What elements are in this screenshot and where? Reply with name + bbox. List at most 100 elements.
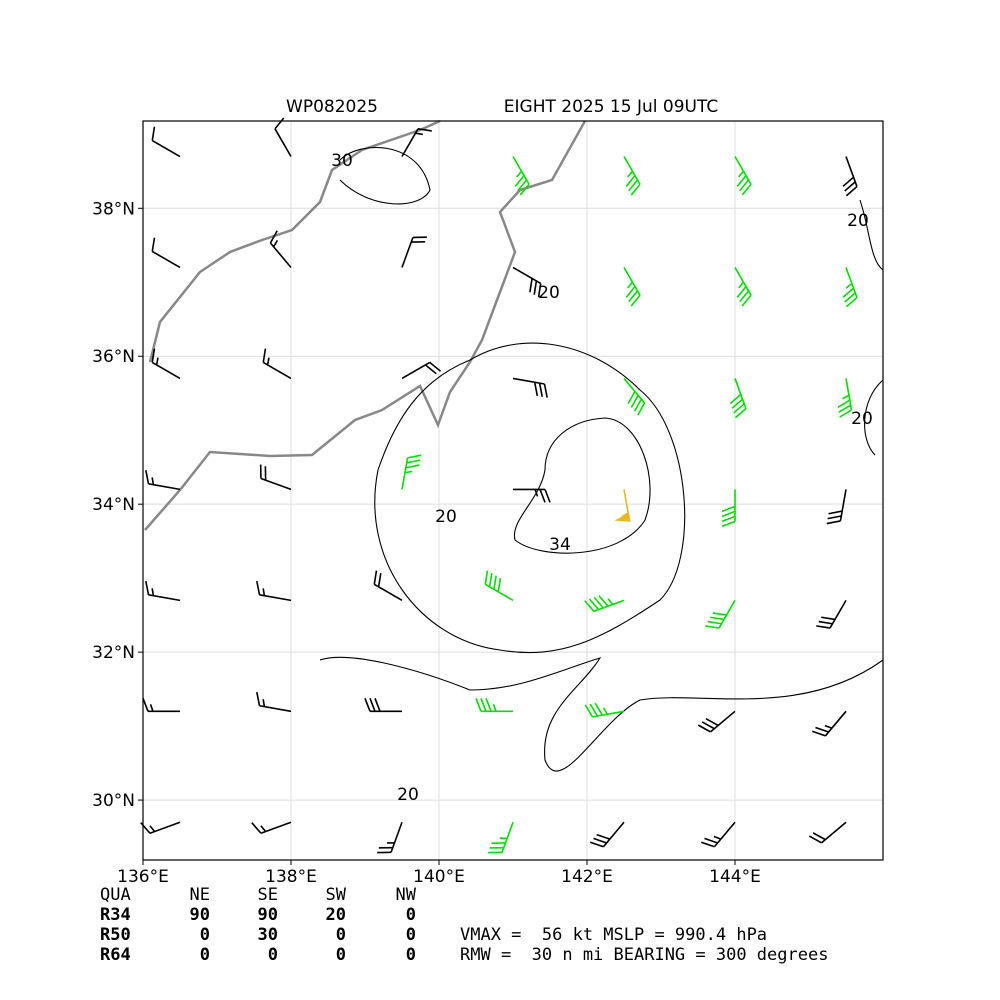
barb-full — [493, 575, 497, 590]
barb-full — [407, 454, 422, 459]
wind-barb — [614, 489, 631, 522]
contour — [374, 342, 686, 654]
barb-full — [705, 625, 720, 629]
barb-half — [155, 357, 159, 366]
coast — [144, 120, 587, 531]
barb-staff — [151, 361, 181, 380]
barb-full — [378, 846, 393, 849]
table-cell: 0 — [268, 945, 278, 965]
barb-staff — [151, 250, 181, 269]
barb-full — [842, 287, 855, 298]
table-cell: 0 — [406, 945, 416, 965]
barb-full — [721, 505, 736, 513]
barb-full — [533, 382, 539, 397]
barb-staff — [373, 583, 403, 602]
barb-full — [364, 698, 371, 712]
barb-half — [499, 837, 508, 840]
wind-barb — [256, 691, 292, 713]
barb-full — [828, 510, 843, 515]
barb-full — [519, 183, 530, 196]
barb-staff — [259, 594, 292, 602]
barb-half — [824, 724, 833, 729]
barb-staff — [820, 821, 847, 844]
contour — [864, 379, 884, 456]
barb-full — [251, 822, 262, 834]
barb-half — [602, 707, 608, 715]
table-cell: 0 — [406, 925, 416, 945]
barb-full — [429, 361, 442, 372]
table-cell: 0 — [200, 945, 210, 965]
barb-full — [729, 393, 742, 405]
barb-full — [151, 237, 156, 252]
table-header: NE — [190, 885, 210, 905]
barb-staff — [709, 710, 736, 733]
barb-staff — [151, 139, 181, 158]
barb-full — [405, 464, 420, 469]
barb-full — [741, 183, 752, 196]
x-tick-label: 136°E — [117, 867, 169, 887]
barb-staff — [401, 361, 431, 380]
table-header: NW — [396, 885, 417, 905]
barb-staff — [845, 156, 858, 187]
barb-full — [844, 292, 856, 303]
wind-barb — [816, 599, 847, 629]
table-header: SW — [326, 885, 347, 905]
wind-barb — [811, 710, 847, 737]
barb-full — [424, 364, 437, 375]
wind-barb — [274, 117, 292, 157]
barb-staff — [718, 599, 736, 629]
wind-barb — [808, 821, 847, 844]
barb-half — [262, 588, 266, 596]
barb-staff — [501, 821, 514, 853]
barb-full — [816, 625, 831, 629]
wind-barb — [584, 702, 625, 718]
barb-full — [589, 841, 604, 848]
barb-half — [621, 512, 629, 518]
coast — [148, 119, 441, 363]
barb-staff — [734, 267, 752, 296]
barb-full — [821, 616, 836, 621]
wind-barb — [697, 710, 736, 733]
barb-half — [627, 281, 634, 289]
barb-half — [260, 825, 267, 833]
info-line: RMW = 30 n mi BEARING = 300 degrees — [460, 945, 828, 965]
contour — [339, 147, 431, 205]
wind-barb — [475, 698, 513, 713]
barb-full — [811, 730, 826, 737]
barb-staff — [260, 477, 292, 491]
barb-half — [738, 170, 745, 178]
barb-half — [738, 281, 745, 289]
barb-staff — [824, 710, 847, 737]
wind-barb — [488, 821, 514, 854]
barb-full — [839, 409, 852, 418]
barb-full — [584, 704, 594, 718]
barb-staff — [390, 821, 403, 853]
barb-full — [377, 572, 382, 587]
barb-half — [404, 470, 413, 474]
barb-full — [151, 126, 156, 141]
wind-barb — [401, 361, 442, 380]
wind-barb — [623, 156, 641, 196]
barb-half — [387, 842, 395, 844]
contour-label: 20 — [538, 283, 560, 303]
barb-staff — [274, 128, 292, 157]
barb-full — [589, 703, 599, 717]
barb-staff — [734, 378, 747, 409]
barb-full — [627, 391, 636, 405]
contour-label: 20 — [435, 507, 457, 527]
barb-staff — [623, 377, 646, 404]
barb-staff — [401, 457, 409, 490]
row-label: R64 — [100, 945, 131, 965]
barb-full — [488, 572, 493, 587]
wind-barb — [484, 570, 514, 602]
barb-full — [262, 348, 267, 363]
barb-full — [373, 570, 378, 585]
barb-full — [700, 841, 715, 848]
barb-full — [808, 835, 822, 844]
barb-full — [818, 620, 833, 625]
barb-full — [412, 236, 427, 239]
barb-staff — [623, 267, 641, 296]
barb-full — [733, 403, 745, 414]
